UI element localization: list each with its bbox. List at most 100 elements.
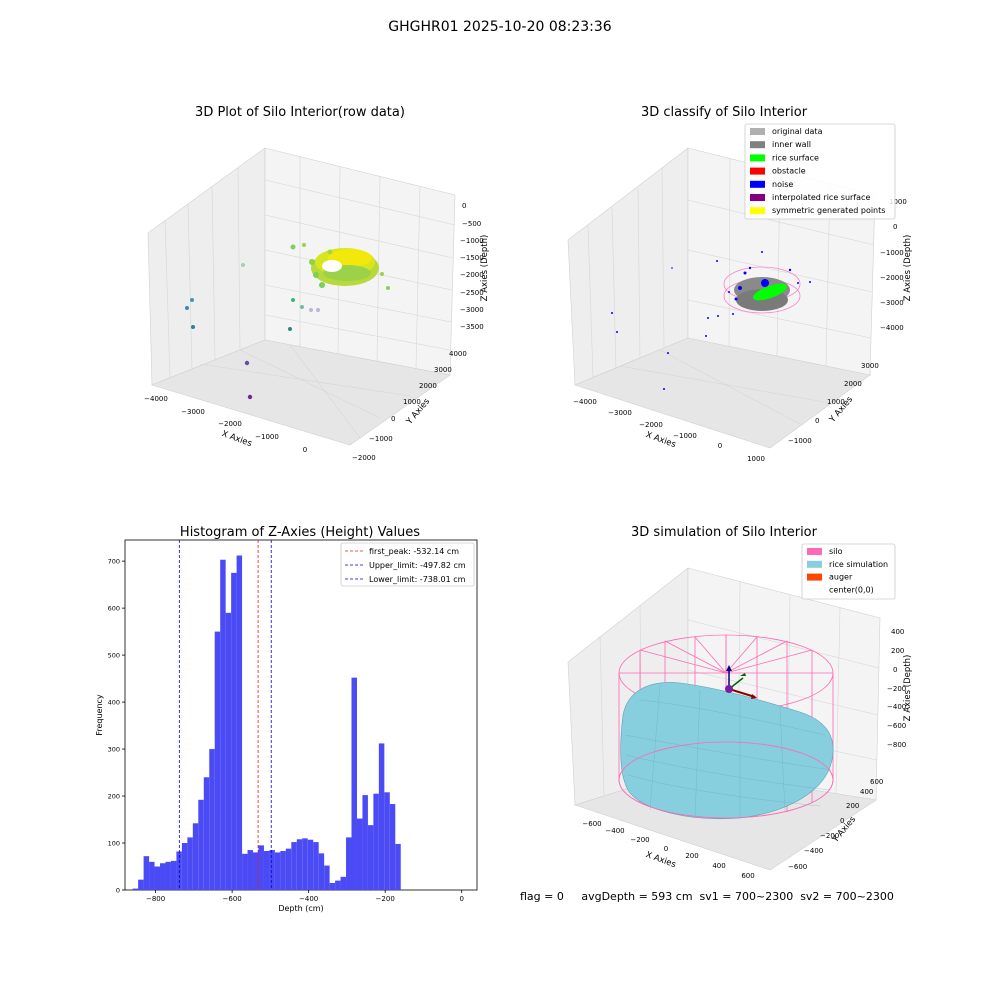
histogram-bar bbox=[274, 852, 281, 890]
classify-ztick-4: −3000 bbox=[880, 299, 904, 307]
histogram-bar bbox=[378, 743, 385, 890]
histogram-ytick-label: 500 bbox=[108, 652, 120, 660]
sim-3d-xlabel: X Axies bbox=[644, 850, 677, 870]
classify-xtick-3: −1000 bbox=[673, 432, 697, 440]
sim-ytick-2: −200 bbox=[820, 832, 839, 840]
sim-legend-label: silo bbox=[829, 547, 843, 556]
sim-ztick-3: −200 bbox=[887, 685, 906, 693]
histogram-bar bbox=[373, 793, 379, 890]
histogram-ytick-label: 600 bbox=[108, 605, 120, 613]
histogram-bar bbox=[138, 879, 144, 890]
raw-ytick-5: 3000 bbox=[434, 366, 452, 374]
raw-ztick-2: −1000 bbox=[460, 237, 484, 245]
raw-xtick-1: −3000 bbox=[181, 408, 205, 416]
raw-3d-xlabel: X Axies bbox=[220, 429, 253, 449]
histogram-bar bbox=[335, 880, 341, 890]
histogram-bar bbox=[307, 839, 314, 890]
sim-legend-label: center(0,0) bbox=[829, 585, 874, 594]
classify-ztick-1: 0 bbox=[893, 223, 897, 231]
classify-legend-swatch bbox=[750, 207, 765, 215]
sim-3d-zlabel: Z Axies (Depth) bbox=[903, 655, 913, 722]
classify-xtick-5: 1000 bbox=[747, 455, 765, 463]
histogram-bar bbox=[247, 850, 254, 890]
raw-3d-title: 3D Plot of Silo Interior(row data) bbox=[195, 105, 405, 120]
histogram-bar bbox=[143, 856, 150, 890]
classify-legend: original data inner wall rice surface obsta… bbox=[744, 123, 896, 220]
classify-ytick-1: 0 bbox=[815, 417, 819, 425]
sim-ztick-2: 0 bbox=[893, 666, 897, 674]
histogram-bar bbox=[203, 777, 210, 890]
raw-ztick-4: −2000 bbox=[460, 271, 484, 279]
classify-3d-xticks: −4000 −3000 −2000 −1000 0 1000 bbox=[573, 398, 765, 463]
histogram-bar bbox=[395, 843, 401, 890]
classify-legend-label: symmetric generated points bbox=[772, 206, 885, 215]
sim-xtick-2: −200 bbox=[630, 836, 649, 844]
histogram-bar bbox=[258, 845, 264, 890]
histogram-bar bbox=[149, 861, 155, 890]
classify-xtick-0: −4000 bbox=[573, 398, 597, 406]
histogram-bar bbox=[351, 677, 357, 890]
raw-xtick-0: −4000 bbox=[144, 395, 168, 403]
classify-legend-label: inner wall bbox=[772, 140, 811, 149]
histogram-ytick-label: 0 bbox=[116, 887, 120, 895]
sim-xtick-3: 0 bbox=[664, 845, 668, 853]
histogram-ref-lines bbox=[178, 540, 272, 890]
sim-ztick-6: −800 bbox=[887, 741, 906, 749]
raw-ytick-3: 1000 bbox=[403, 398, 421, 406]
classify-3d-zticks: 1000 0 −1000 −2000 −3000 −4000 bbox=[880, 198, 907, 332]
sim-3d-zticks: 400 200 0 −200 −400 −600 −800 bbox=[887, 628, 906, 749]
histogram-bar bbox=[263, 851, 270, 890]
histogram-ylabel: Frequency bbox=[95, 694, 104, 736]
classify-legend-label: interpolated rice surface bbox=[772, 193, 870, 202]
raw-3d-points bbox=[185, 243, 390, 400]
histogram-bars bbox=[132, 555, 401, 890]
histogram-bar bbox=[362, 795, 368, 890]
histogram-ytick-label: 200 bbox=[108, 793, 120, 801]
histogram-bar bbox=[198, 799, 204, 890]
sim-legend: silo rice simulation auger center(0,0) bbox=[801, 543, 896, 600]
histogram-bar bbox=[302, 838, 308, 890]
classify-3d-zlabel: Z Axies (Depth) bbox=[903, 235, 913, 302]
sim-xtick-1: −400 bbox=[605, 827, 624, 835]
raw-xtick-4: 0 bbox=[303, 446, 307, 454]
histogram-bar bbox=[324, 865, 330, 890]
sim-xtick-6: 600 bbox=[741, 872, 754, 880]
classify-legend-items: original data inner wall rice surface obsta… bbox=[750, 127, 885, 215]
raw-ztick-5: −2500 bbox=[460, 289, 484, 297]
sim-3d-title: 3D simulation of Silo Interior bbox=[631, 525, 818, 540]
histogram-xtick-label: −400 bbox=[299, 895, 318, 903]
classify-ytick-0: −1000 bbox=[788, 437, 812, 445]
histogram-bar bbox=[132, 888, 139, 890]
histogram-ytick-label: 100 bbox=[108, 840, 120, 848]
histogram-bar bbox=[340, 876, 347, 890]
histogram-bar bbox=[367, 825, 374, 890]
histogram-legend-items: first_peak: -532.14 cm Upper_limit: -497.… bbox=[345, 547, 466, 584]
classify-legend-swatch bbox=[750, 167, 765, 175]
histogram-bar bbox=[192, 823, 199, 890]
sim-xtick-4: 200 bbox=[685, 852, 698, 860]
histogram-legend: first_peak: -532.14 cm Upper_limit: -497.… bbox=[340, 542, 475, 587]
sim-rice-mesh bbox=[624, 684, 833, 819]
histogram-bar bbox=[236, 555, 243, 890]
classify-ztick-0: 1000 bbox=[889, 198, 907, 206]
sim-xtick-5: 400 bbox=[712, 862, 725, 870]
raw-ztick-3: −1500 bbox=[460, 254, 484, 262]
sim-silo-bottom-front bbox=[618, 741, 834, 819]
sim-legend-swatch bbox=[807, 573, 822, 581]
raw-3d-yticks: −2000 −1000 0 1000 2000 3000 4000 bbox=[352, 350, 467, 462]
classify-3d-yticks: −1000 0 1000 2000 3000 bbox=[788, 362, 879, 445]
histogram-legend-label: Lower_limit: -738.01 cm bbox=[369, 575, 466, 584]
classify-legend-label: obstacle bbox=[772, 167, 806, 176]
histogram-bar bbox=[242, 853, 248, 890]
raw-ytick-2: 0 bbox=[391, 415, 395, 423]
sim-ytick-4: 200 bbox=[846, 802, 859, 810]
histogram-frame bbox=[124, 539, 478, 891]
histogram-bar bbox=[209, 749, 215, 890]
histogram-panel: Histogram of Z-Axies (Height) Values −80… bbox=[95, 525, 478, 913]
sim-legend-swatch bbox=[807, 548, 822, 555]
sim-ytick-5: 400 bbox=[860, 788, 873, 796]
sim-ztick-4: −400 bbox=[887, 703, 906, 711]
sim-legend-frame bbox=[801, 543, 896, 600]
histogram-bar bbox=[384, 792, 390, 890]
